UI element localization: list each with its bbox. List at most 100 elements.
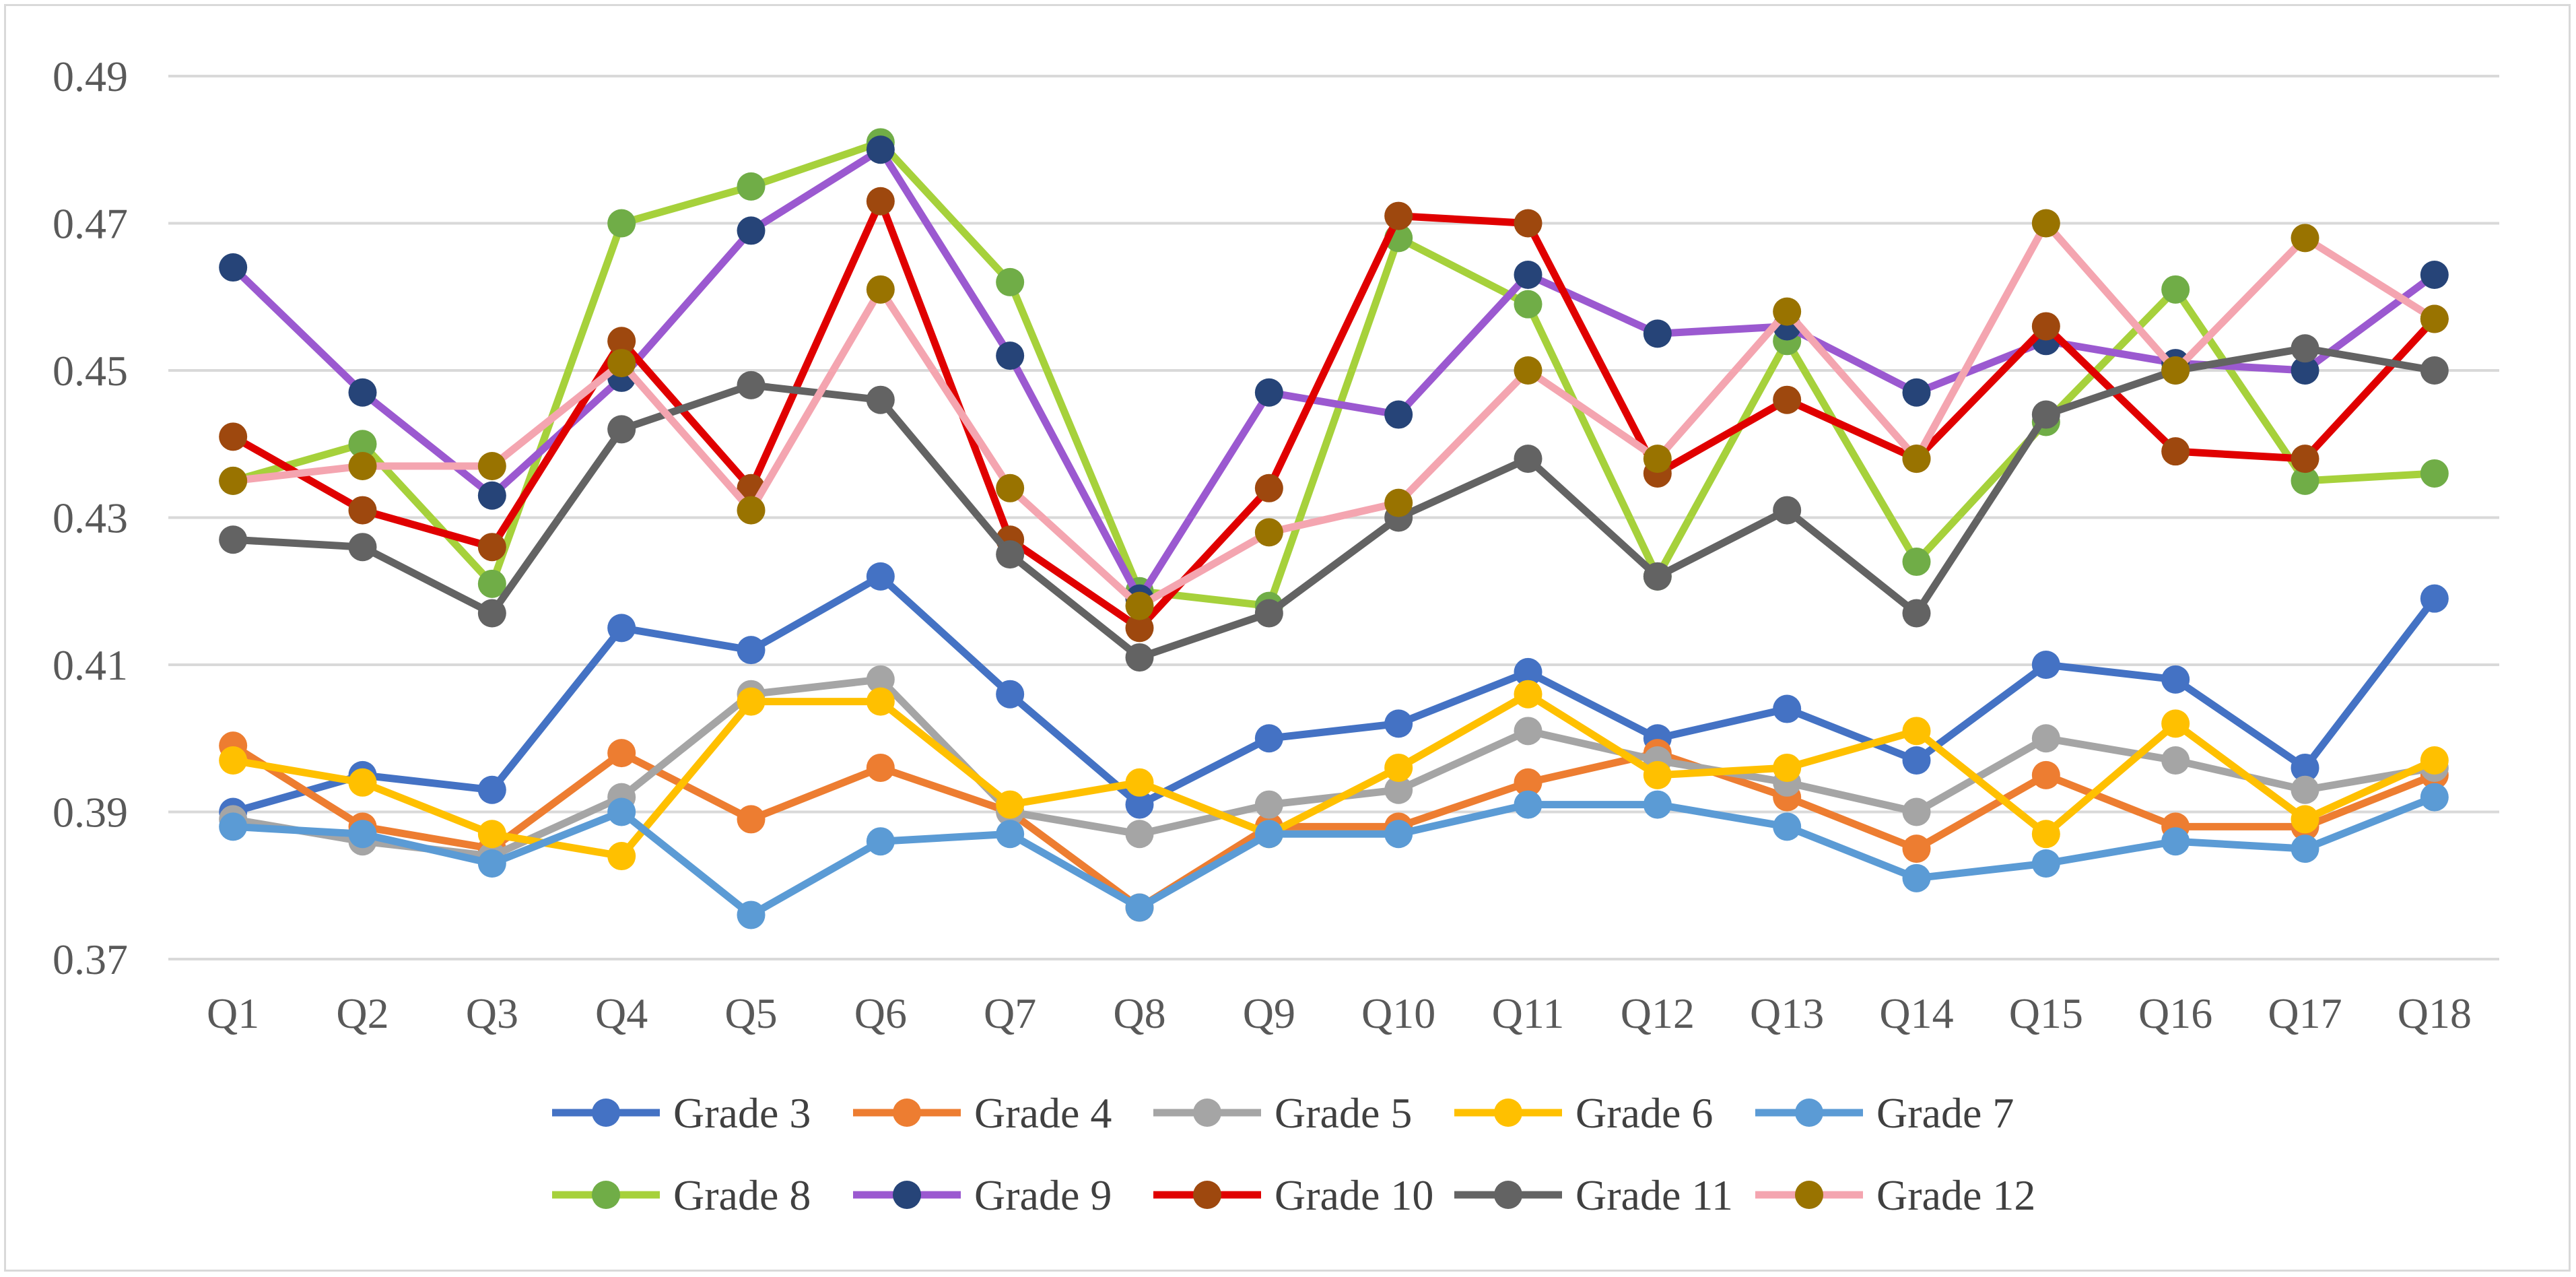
data-point <box>607 797 636 826</box>
legend-item: Grade 7 <box>1755 1089 2014 1137</box>
data-point <box>1254 378 1283 407</box>
data-point <box>348 496 377 525</box>
data-point <box>2161 275 2190 304</box>
legend-label: Grade 12 <box>1876 1171 2035 1219</box>
data-point <box>1514 209 1543 238</box>
legend-label: Grade 5 <box>1275 1089 1412 1137</box>
x-tick-label: Q8 <box>1113 989 1165 1037</box>
data-point <box>866 665 895 694</box>
data-point <box>737 687 766 716</box>
data-point <box>2031 400 2060 429</box>
legend-swatch-marker <box>1193 1181 1221 1209</box>
data-point <box>348 768 377 797</box>
legend-item: Grade 3 <box>552 1089 811 1137</box>
data-point <box>348 820 377 849</box>
legend-item: Grade 10 <box>1153 1171 1433 1219</box>
data-point <box>1384 753 1413 782</box>
data-point <box>1254 473 1283 502</box>
data-point <box>1773 496 1802 525</box>
x-tick-label: Q17 <box>2268 989 2342 1037</box>
series-line <box>229 344 2439 661</box>
data-point <box>2291 775 2319 804</box>
data-point <box>1773 385 1802 414</box>
data-point <box>2161 437 2190 466</box>
data-point <box>1514 290 1543 319</box>
data-point <box>1125 591 1154 620</box>
y-tick-label: 0.39 <box>53 789 128 837</box>
legend-label: Grade 6 <box>1575 1089 1713 1137</box>
legend-item: Grade 6 <box>1454 1089 1713 1137</box>
data-point <box>737 172 766 201</box>
data-point <box>1902 548 1931 577</box>
legend-label: Grade 11 <box>1575 1171 1733 1219</box>
legend-item: Grade 12 <box>1755 1171 2035 1219</box>
legend-item: Grade 8 <box>552 1171 811 1219</box>
data-point <box>1773 812 1802 841</box>
y-tick-label: 0.45 <box>53 347 128 395</box>
data-point <box>2420 304 2449 333</box>
data-point <box>1125 820 1154 849</box>
series-line <box>229 220 2439 610</box>
gridlines <box>168 75 2499 960</box>
data-point <box>1773 297 1802 326</box>
x-axis-ticks: Q1 Q2 Q3 Q4 Q5 Q6 Q7 Q8 Q9 Q10 Q11 Q12 Q13 Q14 Q15 Q16 Q… <box>207 989 2472 1037</box>
data-point <box>737 216 766 245</box>
data-point <box>2031 820 2060 849</box>
legend-swatch-marker <box>1193 1099 1221 1127</box>
x-tick-label: Q13 <box>1750 989 1824 1037</box>
data-point <box>866 753 895 782</box>
series-grade-7 <box>219 783 2449 929</box>
data-point <box>2031 312 2060 341</box>
legend-label: Grade 9 <box>974 1171 1112 1219</box>
data-point <box>1902 746 1931 775</box>
series-grade-3 <box>219 562 2449 826</box>
x-tick-label: Q5 <box>724 989 777 1037</box>
data-point <box>866 687 895 716</box>
data-point <box>348 452 377 481</box>
data-point <box>737 805 766 834</box>
x-tick-label: Q14 <box>1879 989 1953 1037</box>
data-point <box>2420 746 2449 775</box>
legend-swatch-marker <box>592 1099 620 1127</box>
x-tick-label: Q3 <box>466 989 518 1037</box>
legend-label: Grade 8 <box>673 1171 811 1219</box>
data-point <box>1384 400 1413 429</box>
data-point <box>1643 445 1672 473</box>
data-point <box>1643 760 1672 789</box>
data-point <box>348 533 377 562</box>
legend-label: Grade 3 <box>673 1089 811 1137</box>
data-point <box>607 739 636 768</box>
data-point <box>1514 260 1543 289</box>
data-point <box>477 849 506 878</box>
legend-swatch-marker <box>893 1099 921 1127</box>
series-group <box>219 128 2449 929</box>
x-tick-label: Q16 <box>2138 989 2212 1037</box>
legend-swatch-marker <box>893 1181 921 1209</box>
series-line <box>229 197 2439 632</box>
y-tick-label: 0.49 <box>53 53 128 100</box>
data-point <box>866 135 895 164</box>
data-point <box>1643 562 1672 591</box>
data-point <box>737 496 766 525</box>
data-point <box>2291 834 2319 863</box>
data-point <box>2291 753 2319 782</box>
series-line <box>229 793 2439 919</box>
data-point <box>1902 717 1931 746</box>
data-point <box>219 525 248 554</box>
data-point <box>1643 790 1672 819</box>
data-point <box>996 473 1025 502</box>
data-point <box>219 812 248 841</box>
data-point <box>607 415 636 444</box>
data-point <box>2291 466 2319 495</box>
data-point <box>1514 717 1543 746</box>
data-point <box>477 820 506 849</box>
data-point <box>1514 680 1543 709</box>
data-point <box>348 430 377 459</box>
x-tick-label: Q9 <box>1243 989 1295 1037</box>
legend-item: Grade 9 <box>853 1171 1112 1219</box>
series-grade-12 <box>219 209 2449 620</box>
data-point <box>477 452 506 481</box>
data-point <box>2161 356 2190 385</box>
data-point <box>1125 643 1154 672</box>
